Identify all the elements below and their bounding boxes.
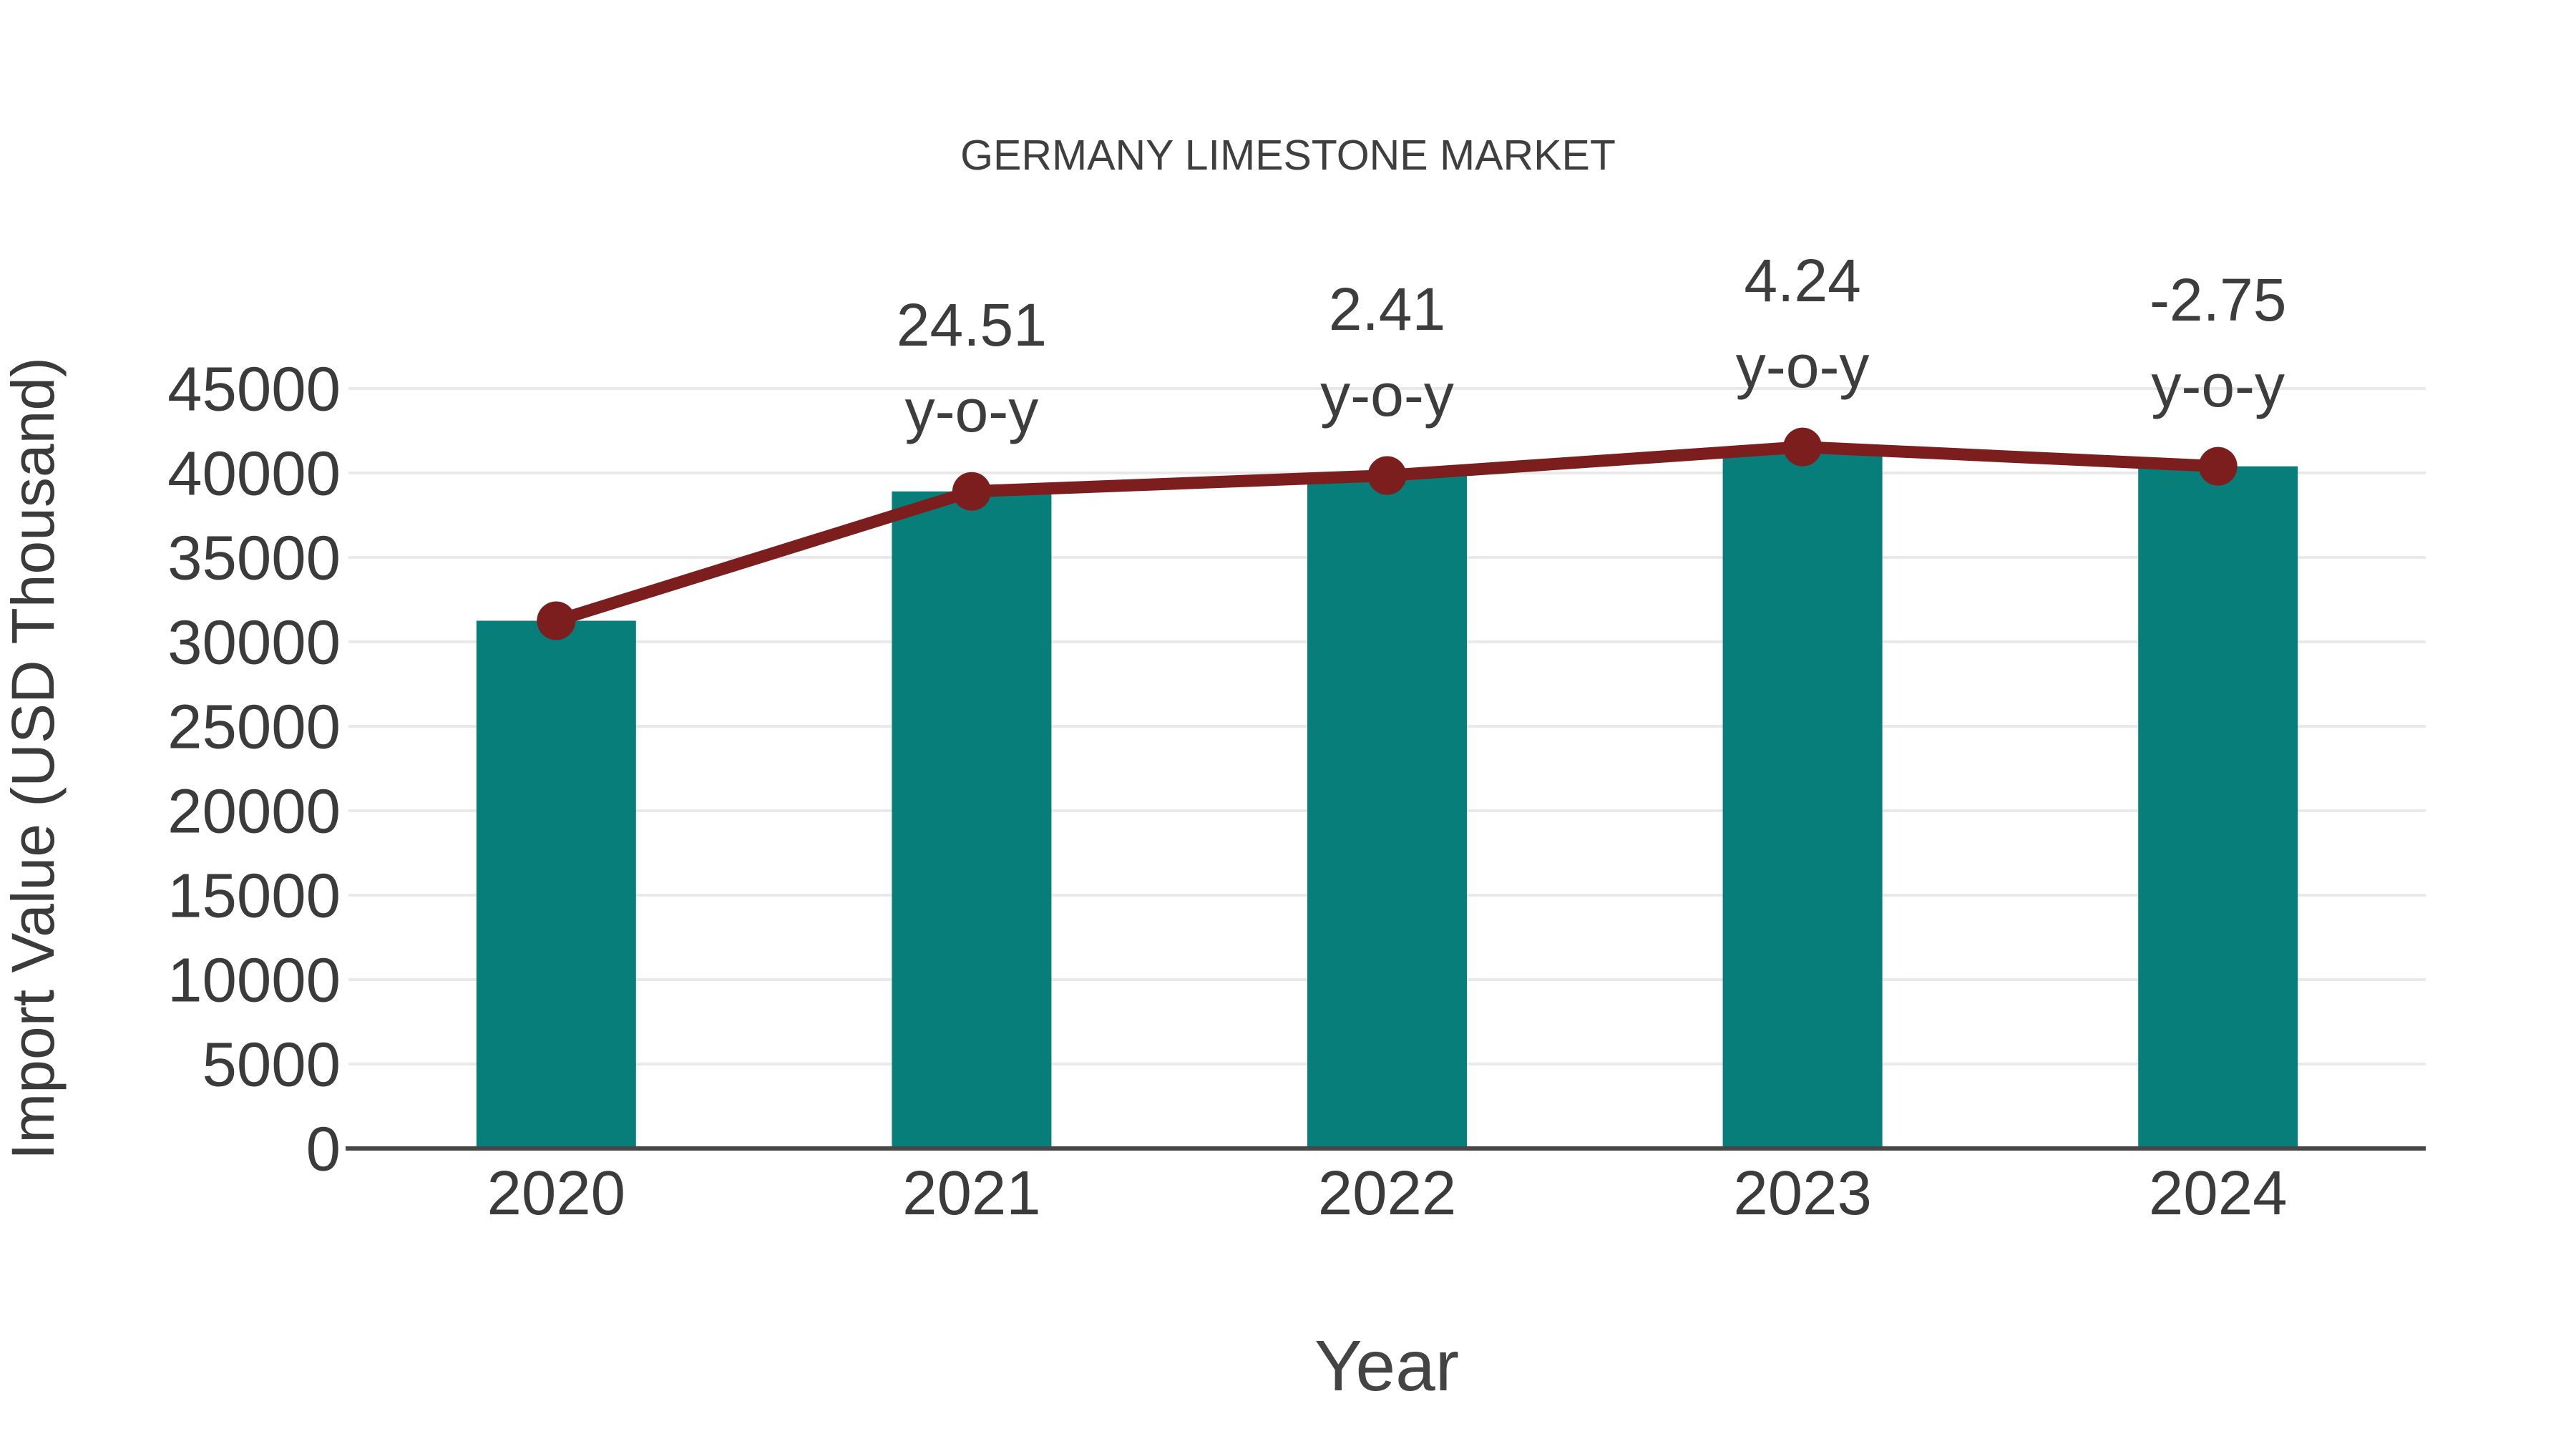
- marker-2020: [537, 601, 576, 640]
- x-tick-2024: 2024: [2149, 1158, 2288, 1228]
- bar-2024: [2138, 466, 2298, 1148]
- line-series-layer: [537, 427, 2238, 640]
- y-tick-layer: 0 5000 10000 15000 20000 25000 30000 35000 40000…: [167, 354, 341, 1184]
- x-axis-title: Year: [1314, 1326, 1459, 1406]
- x-tick-2022: 2022: [1318, 1158, 1457, 1228]
- annotation-2023-yoy: y-o-y: [1736, 333, 1870, 400]
- y-tick-5000: 5000: [202, 1030, 341, 1099]
- x-tick-layer: 2020 2021 2022 2023 2024: [487, 1158, 2288, 1228]
- annotation-2024-value: -2.75: [2150, 266, 2286, 333]
- y-tick-25000: 25000: [167, 692, 341, 761]
- annotation-2022-yoy: y-o-y: [1320, 361, 1454, 429]
- bar-2022: [1307, 475, 1467, 1148]
- x-tick-2023: 2023: [1733, 1158, 1872, 1228]
- x-tick-2021: 2021: [902, 1158, 1041, 1228]
- marker-2024: [2198, 447, 2238, 486]
- annotation-2024-yoy: y-o-y: [2151, 352, 2285, 419]
- chart-title: GERMANY LIMESTONE MARKET: [960, 132, 1616, 179]
- y-axis-title: Import Value (USD Thousand): [0, 357, 67, 1160]
- y-tick-10000: 10000: [167, 945, 341, 1015]
- annotations-layer: 24.51 y-o-y 2.41 y-o-y 4.24 y-o-y -2.75 y-o-y: [897, 247, 2287, 444]
- bar-2020: [476, 620, 636, 1148]
- y-tick-40000: 40000: [167, 439, 341, 508]
- y-tick-45000: 45000: [167, 354, 341, 424]
- y-tick-15000: 15000: [167, 861, 341, 930]
- y-tick-35000: 35000: [167, 523, 341, 592]
- bar-2023: [1722, 447, 1883, 1148]
- annotation-2023-value: 4.24: [1744, 247, 1861, 314]
- marker-2023: [1783, 427, 1823, 467]
- bar-series-layer: [476, 447, 2298, 1148]
- bar-2021: [892, 491, 1052, 1148]
- y-tick-30000: 30000: [167, 608, 341, 677]
- annotation-2021-yoy: y-o-y: [905, 377, 1039, 444]
- y-tick-0: 0: [306, 1114, 341, 1184]
- marker-2022: [1367, 456, 1407, 495]
- annotation-2021-value: 24.51: [897, 291, 1047, 358]
- marker-2021: [952, 472, 991, 511]
- x-tick-2020: 2020: [487, 1158, 626, 1228]
- y-tick-20000: 20000: [167, 776, 341, 846]
- annotation-2022-value: 2.41: [1329, 275, 1446, 343]
